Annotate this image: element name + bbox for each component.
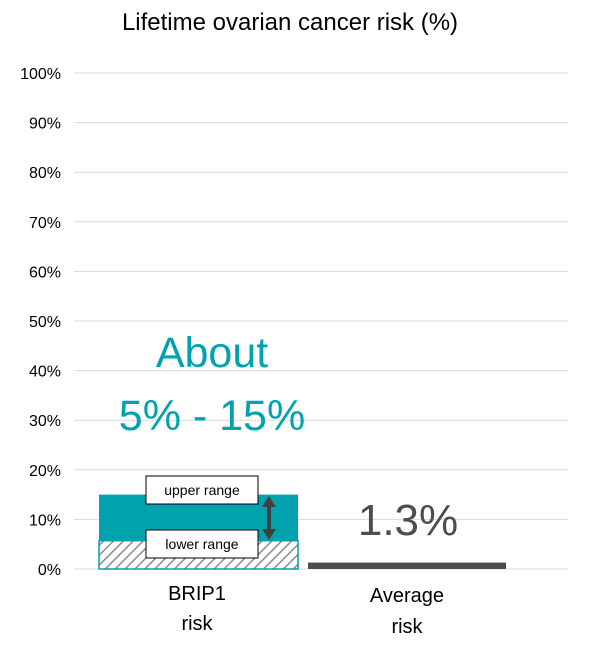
about-label: About	[156, 329, 268, 377]
y-tick-label: 70%	[29, 215, 61, 232]
y-tick-label: 40%	[29, 364, 61, 381]
y-tick-label: 10%	[29, 512, 61, 529]
category-label-brip1-line1: BRIP1	[168, 583, 226, 605]
category-label-brip1-line2: risk	[181, 613, 213, 635]
y-tick-label: 60%	[29, 264, 61, 281]
y-tick-label: 20%	[29, 463, 61, 480]
y-tick-label: 90%	[29, 116, 61, 133]
y-axis-ticks: 0% 10% 20% 30% 40% 50% 60% 70% 80% 90% 100%	[20, 66, 61, 579]
y-tick-label: 50%	[29, 314, 61, 331]
upper-range-label: upper range	[164, 482, 240, 498]
y-tick-label: 100%	[20, 66, 61, 83]
average-risk-bar	[308, 562, 506, 569]
upper-range-label-box	[145, 475, 259, 505]
category-label-average-line2: risk	[391, 616, 423, 638]
lower-range-label: lower range	[165, 536, 238, 552]
y-tick-label: 80%	[29, 165, 61, 182]
y-tick-label: 0%	[38, 562, 61, 579]
category-label-average-line1: Average	[370, 585, 444, 607]
average-value-label: 1.3%	[358, 496, 458, 545]
y-tick-label: 30%	[29, 413, 61, 430]
chart-title: Lifetime ovarian cancer risk (%)	[122, 9, 458, 36]
range-arrow-icon	[262, 496, 276, 540]
lower-range-label-box	[145, 529, 259, 559]
range-percent-label: 5% - 15%	[119, 392, 305, 440]
